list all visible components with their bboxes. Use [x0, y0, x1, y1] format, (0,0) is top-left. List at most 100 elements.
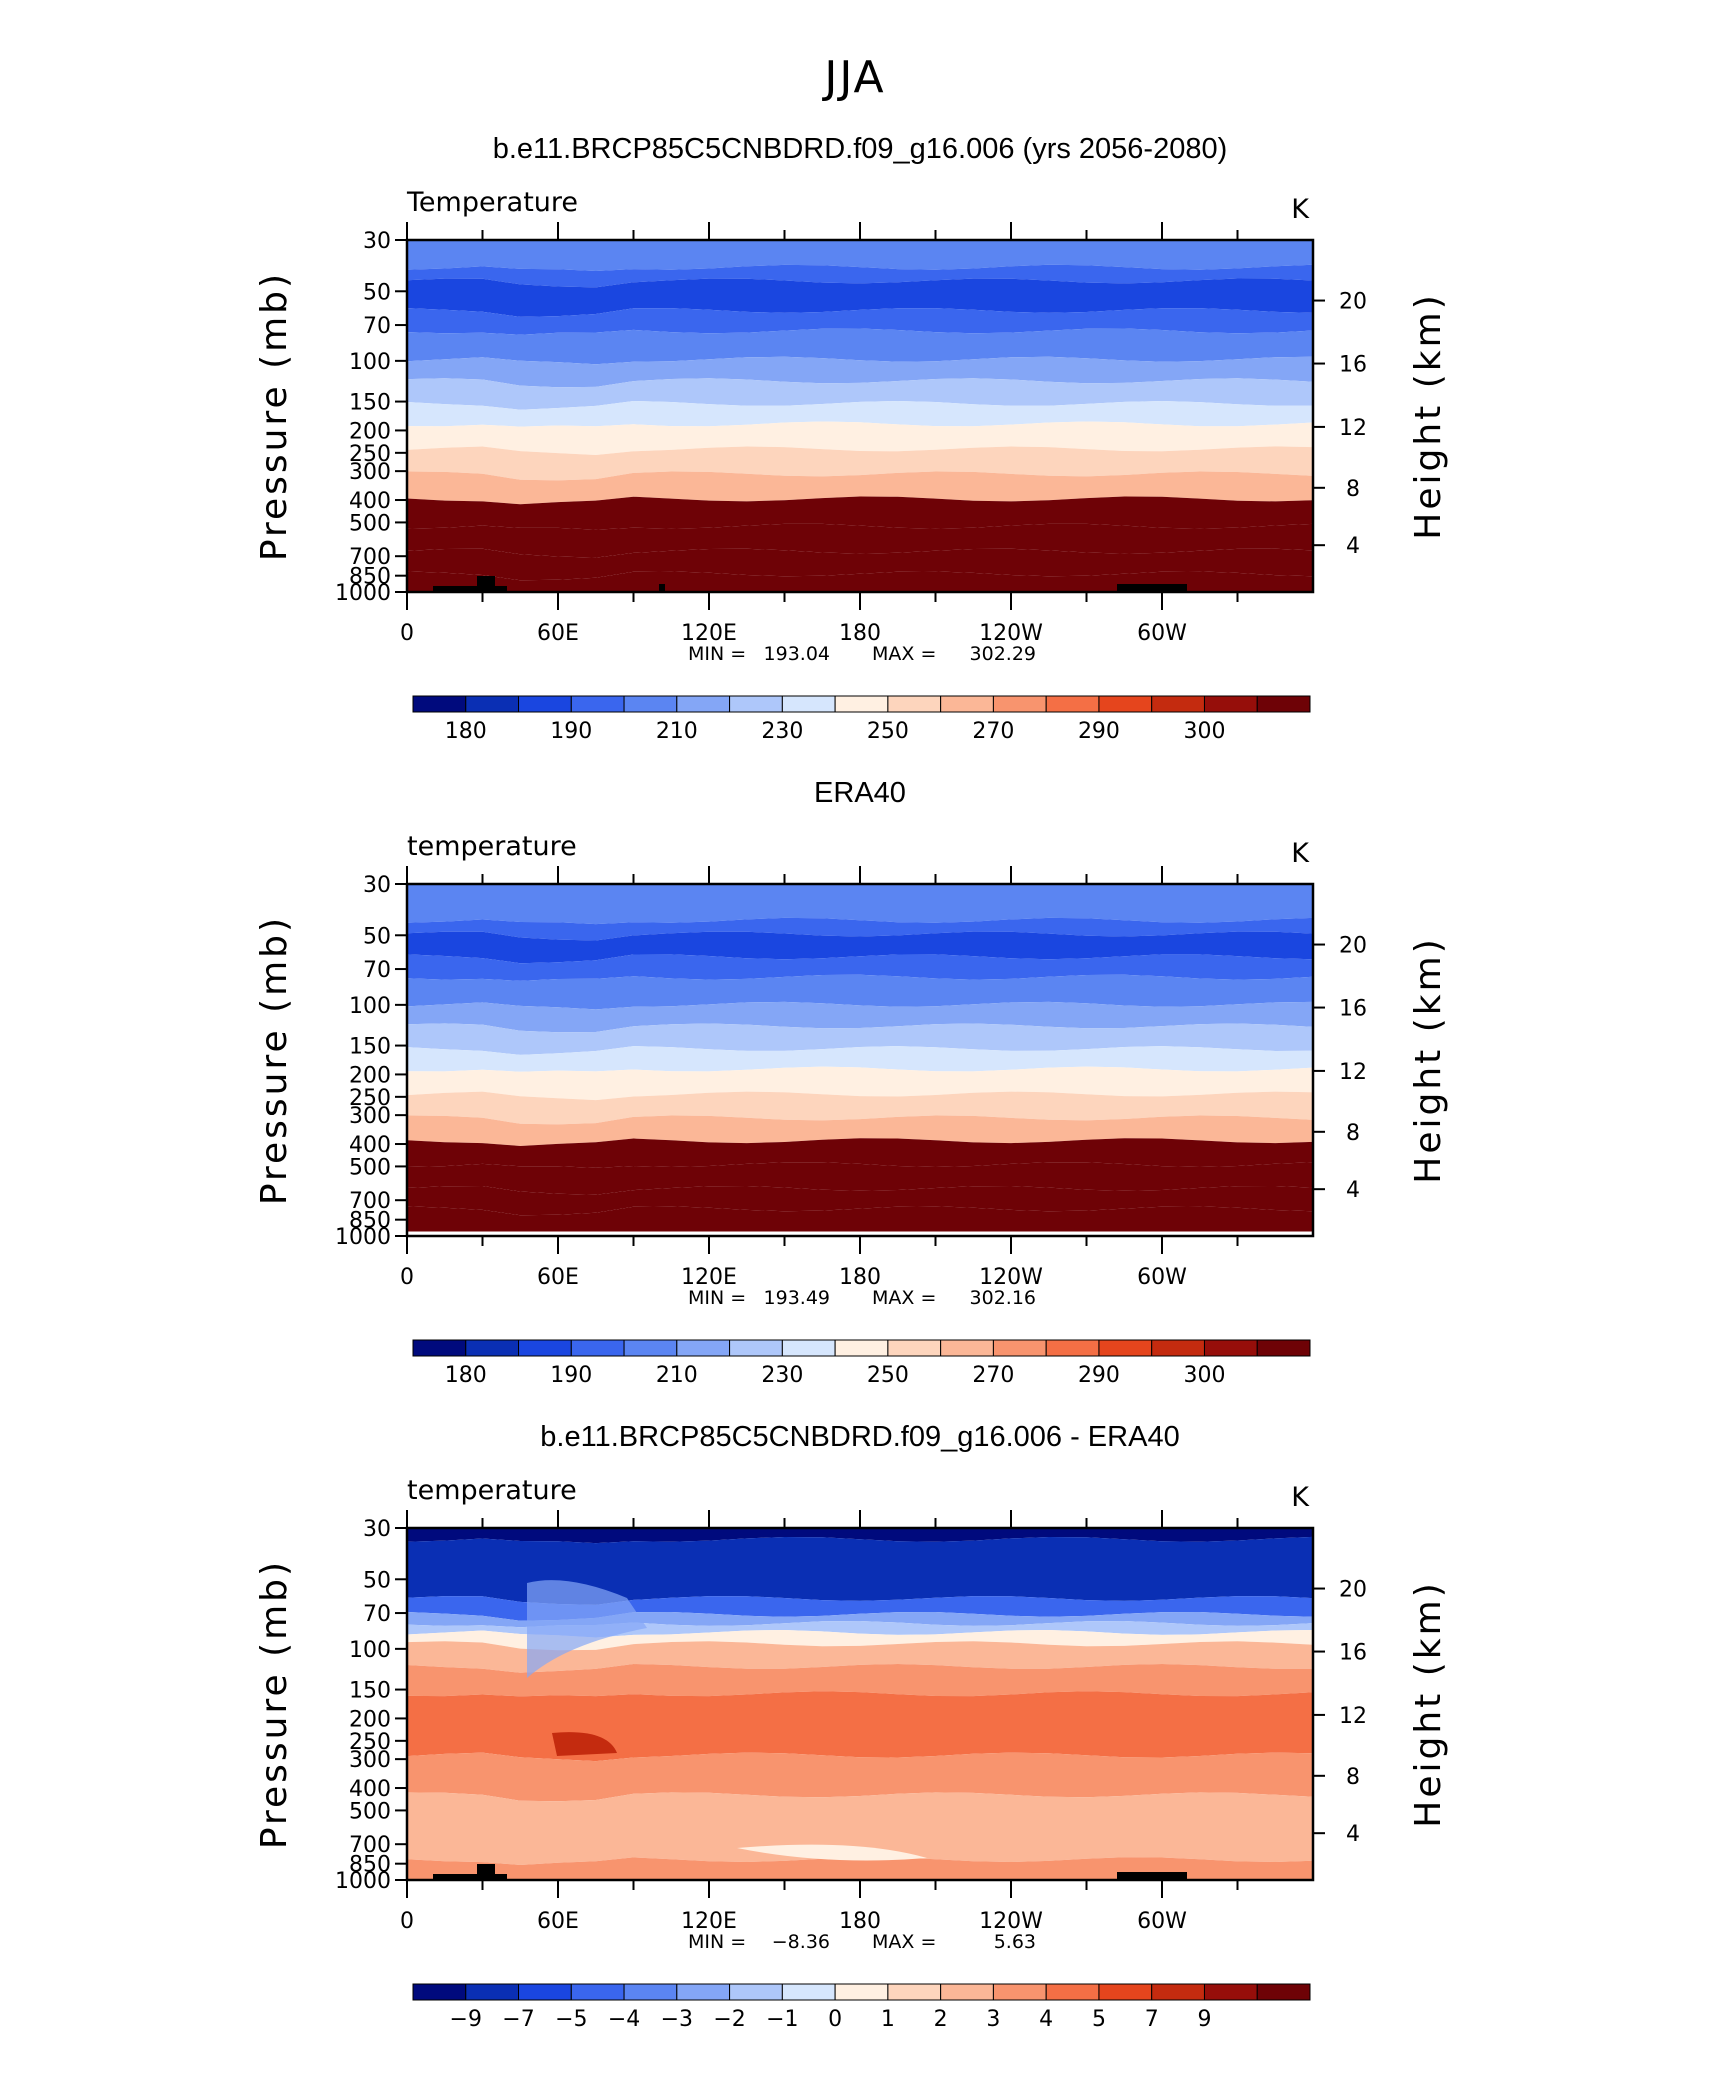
max-value: 302.16 — [970, 1287, 1036, 1309]
contour-band — [407, 328, 1313, 365]
colorbar-swatch — [1256, 695, 1311, 713]
colorbar: −9 −7 −5 −4 −3 −2 −1 0 1 2 3 4 5 7 9 — [412, 1983, 1311, 2032]
colorbar-label: 290 — [1078, 1363, 1120, 1388]
contour-band — [407, 1752, 1313, 1802]
colorbar-label: 2 — [934, 2007, 948, 2032]
y-right-axis-title: Height (km) — [1408, 1580, 1449, 1827]
x-tick-label: 60E — [537, 1909, 579, 1934]
colorbar-label: 230 — [761, 1363, 803, 1388]
colorbar-label: 210 — [656, 719, 698, 744]
y-right-tick-label: 8 — [1346, 1121, 1360, 1146]
y-tick-label: 250 — [349, 442, 391, 467]
contour-feature — [552, 1732, 617, 1756]
x-tick-label: 120E — [681, 1265, 737, 1290]
y-tick-label: 850 — [349, 1853, 391, 1878]
max-value: 5.63 — [994, 1931, 1036, 1953]
y-right-tick-label: 20 — [1339, 1578, 1367, 1603]
colorbar-swatch — [676, 1983, 731, 2001]
y-right-tick-label: 4 — [1346, 1822, 1360, 1847]
contour-band — [407, 1536, 1313, 1605]
y-right-axis-title: Height (km) — [1408, 936, 1449, 1183]
y-tick-label: 50 — [363, 924, 391, 949]
y-right-tick-label: 12 — [1339, 1060, 1367, 1085]
y-tick-label: 1000 — [335, 1225, 391, 1250]
y-tick-label: 400 — [349, 1777, 391, 1802]
contour-band — [407, 1046, 1313, 1072]
y-tick-label: 400 — [349, 1133, 391, 1158]
x-tick-label: 120W — [979, 621, 1043, 646]
colorbar-label: 5 — [1092, 2007, 1106, 2032]
contour-band — [407, 378, 1313, 410]
topography-mask — [659, 584, 665, 592]
contour-band — [407, 884, 1313, 925]
variable-label: Temperature — [406, 187, 578, 218]
y-tick-label: 100 — [349, 1638, 391, 1663]
colorbar-swatch — [992, 695, 1047, 713]
topography-mask — [1117, 1872, 1187, 1880]
y-tick-label: 150 — [349, 1679, 391, 1704]
colorbar-label: 9 — [1197, 2007, 1211, 2032]
colorbar-label: −2 — [713, 2007, 745, 2032]
colorbar-label: 300 — [1183, 719, 1225, 744]
colorbar-swatch — [412, 1339, 467, 1357]
max-label: MAX = — [872, 643, 936, 665]
y-tick-label: 30 — [363, 1517, 391, 1542]
y-tick-label: 50 — [363, 1568, 391, 1593]
colorbar-label: 290 — [1078, 719, 1120, 744]
topography-mask — [477, 576, 495, 592]
colorbar-swatch — [834, 1983, 889, 2001]
contour-feature — [737, 1844, 927, 1861]
contour-band — [407, 571, 1313, 592]
colorbar-swatch — [465, 1983, 520, 2001]
colorbar-swatch — [729, 1339, 783, 1357]
topography-mask — [433, 1874, 507, 1880]
min-value: 193.04 — [764, 643, 830, 665]
min-label: MIN = — [688, 1287, 746, 1309]
y-right-tick-label: 16 — [1339, 353, 1367, 378]
y-axis-title: Pressure (mb) — [254, 915, 295, 1205]
min-value: 193.49 — [764, 1287, 830, 1309]
units-label: K — [1291, 1482, 1310, 1513]
colorbar-swatch — [1256, 1983, 1311, 2001]
units-label: K — [1291, 194, 1310, 225]
y-tick-label: 700 — [349, 1189, 391, 1214]
y-tick-label: 850 — [349, 1209, 391, 1234]
x-tick-label: 60W — [1137, 1909, 1187, 1934]
contour-band — [407, 1528, 1313, 1544]
contour-band — [407, 421, 1313, 455]
contour-band — [407, 496, 1313, 530]
y-tick-label: 100 — [349, 350, 391, 375]
x-tick-label: 180 — [839, 1265, 881, 1290]
colorbar-swatch — [887, 695, 942, 713]
colorbar-swatch — [518, 695, 572, 713]
contour-band — [407, 1091, 1313, 1125]
contour-band — [407, 401, 1313, 427]
colorbar-swatch — [1203, 695, 1258, 713]
y-tick-label: 250 — [349, 1086, 391, 1111]
x-tick-label: 180 — [839, 1909, 881, 1934]
colorbar-swatch — [412, 695, 467, 713]
variable-label: temperature — [407, 1475, 577, 1506]
colorbar-label: 3 — [986, 2007, 1000, 2032]
y-right-tick-label: 20 — [1339, 934, 1367, 959]
y-right-tick-label: 20 — [1339, 290, 1367, 315]
max-value: 302.29 — [970, 643, 1036, 665]
y-tick-label: 1000 — [335, 1869, 391, 1894]
contour-band — [407, 240, 1313, 271]
x-tick-label: 120E — [681, 621, 737, 646]
colorbar-swatch — [781, 1983, 836, 2001]
contour-band — [407, 1023, 1313, 1055]
colorbar-swatch — [623, 1983, 678, 2001]
y-right-tick-label: 16 — [1339, 997, 1367, 1022]
contour-band — [407, 954, 1313, 981]
y-tick-label: 100 — [349, 994, 391, 1019]
y-tick-label: 300 — [349, 1748, 391, 1773]
colorbar-label: −4 — [608, 2007, 640, 2032]
contour-band — [407, 446, 1313, 481]
y-tick-label: 200 — [349, 1063, 391, 1088]
y-tick-label: 70 — [363, 314, 391, 339]
colorbar-label: −1 — [766, 2007, 798, 2032]
colorbar-swatch — [518, 1983, 572, 2001]
y-axis-title: Pressure (mb) — [254, 271, 295, 561]
units-label: K — [1291, 838, 1310, 869]
